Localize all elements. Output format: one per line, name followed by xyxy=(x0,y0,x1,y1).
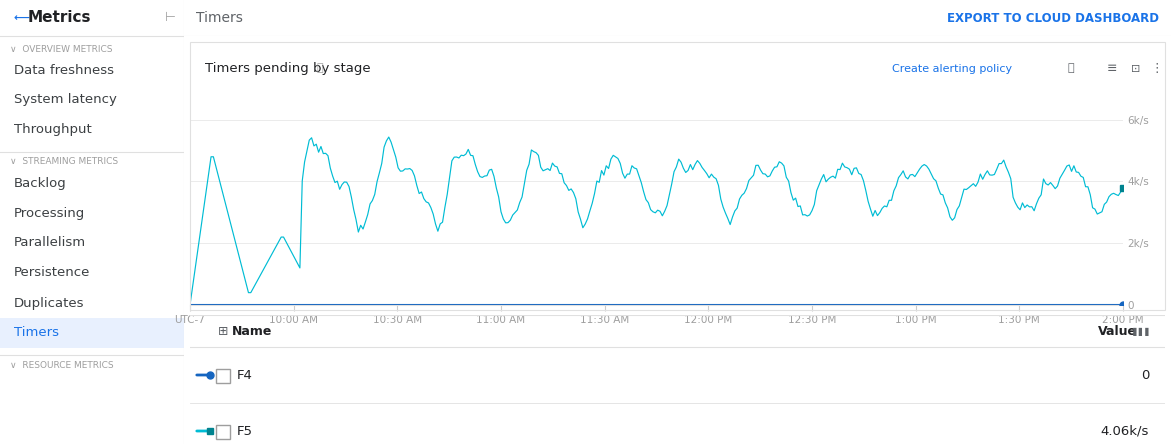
Bar xyxy=(215,425,230,439)
Text: Timers pending by stage: Timers pending by stage xyxy=(205,62,370,75)
Text: ⟵: ⟵ xyxy=(14,13,30,23)
Text: ▐▐▐: ▐▐▐ xyxy=(1130,326,1149,336)
Text: ⊞: ⊞ xyxy=(218,325,228,337)
Text: Create alerting policy: Create alerting policy xyxy=(892,63,1012,74)
Text: EXPORT TO CLOUD DASHBOARD: EXPORT TO CLOUD DASHBOARD xyxy=(947,12,1159,24)
Text: Persistence: Persistence xyxy=(14,266,90,280)
Text: Timers: Timers xyxy=(196,11,242,25)
Text: ∨  STREAMING METRICS: ∨ STREAMING METRICS xyxy=(11,158,118,166)
Text: Parallelism: Parallelism xyxy=(14,237,87,250)
Text: Metrics: Metrics xyxy=(28,11,91,25)
Text: Processing: Processing xyxy=(14,206,85,219)
Text: ∨  RESOURCE METRICS: ∨ RESOURCE METRICS xyxy=(11,361,114,369)
Text: Throughput: Throughput xyxy=(14,123,91,136)
Text: ∨  OVERVIEW METRICS: ∨ OVERVIEW METRICS xyxy=(11,45,112,55)
Text: 🔍: 🔍 xyxy=(1068,63,1074,74)
Text: 0: 0 xyxy=(1141,369,1149,381)
Text: System latency: System latency xyxy=(14,94,117,107)
Text: Duplicates: Duplicates xyxy=(14,297,84,309)
Text: Value: Value xyxy=(1098,325,1137,337)
Text: ⓘ: ⓘ xyxy=(316,63,323,74)
Text: ⊡: ⊡ xyxy=(1131,63,1141,74)
Text: F5: F5 xyxy=(237,424,253,437)
Text: Data freshness: Data freshness xyxy=(14,63,114,76)
Text: F4: F4 xyxy=(237,369,253,381)
Text: Timers: Timers xyxy=(14,326,59,340)
Text: 4.06k/s: 4.06k/s xyxy=(1101,424,1149,437)
Text: ⊢: ⊢ xyxy=(165,12,176,24)
Bar xyxy=(0,318,184,348)
Text: Backlog: Backlog xyxy=(14,177,67,190)
Text: Name: Name xyxy=(232,325,273,337)
Text: ≡: ≡ xyxy=(1107,62,1117,75)
Bar xyxy=(215,369,230,383)
Text: ⋮: ⋮ xyxy=(1150,62,1163,75)
